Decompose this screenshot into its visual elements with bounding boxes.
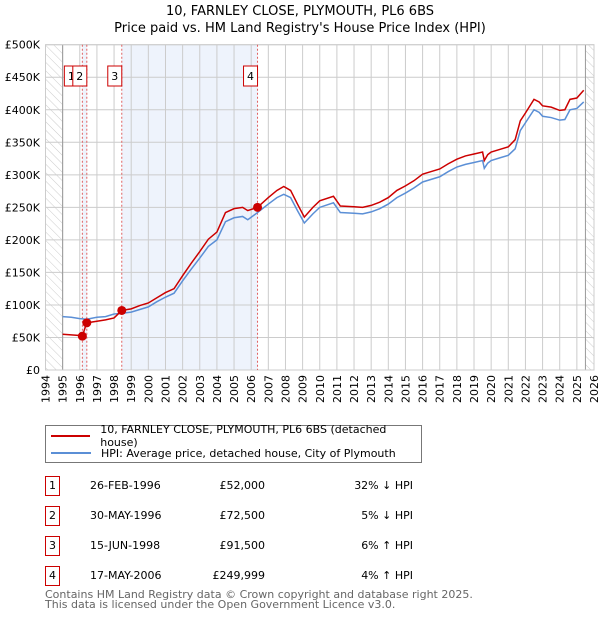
- x-tick-label: 2002: [177, 375, 190, 403]
- sale-price: £52,000: [219, 479, 266, 492]
- x-tick-label: 2012: [348, 375, 361, 403]
- x-tick-label: 1994: [40, 375, 53, 403]
- x-tick-label: 2009: [297, 375, 310, 403]
- sale-marker-label: 4: [45, 566, 60, 586]
- y-tick-label: £250K: [5, 201, 41, 214]
- property-price-line: [62, 89, 585, 338]
- chart-title: 10, FARNLEY CLOSE, PLYMOUTH, PL6 6BS: [165, 4, 435, 19]
- y-tick-label: £350K: [5, 136, 41, 149]
- x-tick-label: 2016: [417, 375, 430, 403]
- chart-subtitle: Price paid vs. HM Land Registry's House …: [114, 21, 486, 36]
- y-tick-label: £100K: [5, 299, 41, 312]
- sale-point: [82, 318, 92, 328]
- sale-marker-box: [243, 65, 259, 87]
- y-tick-label: £0: [26, 364, 40, 377]
- y-tick-label: £150K: [5, 266, 41, 279]
- legend-label-property: 10, FARNLEY CLOSE, PLYMOUTH, PL6 6BS (de…: [100, 423, 387, 449]
- sale-marker-box: [72, 65, 88, 87]
- x-tick-label: 2022: [519, 375, 532, 403]
- sale-price: £91,500: [219, 539, 266, 552]
- x-tick-label: 2020: [485, 375, 498, 403]
- x-tick-label: 1998: [108, 375, 121, 403]
- sale-point: [77, 331, 87, 341]
- footer-line1: Contains HM Land Registry data © Crown c…: [45, 588, 473, 601]
- sale-marker-label: 3: [111, 70, 118, 83]
- x-tick-label: 2025: [571, 375, 584, 403]
- sale-date: 26-FEB-1996: [90, 479, 161, 492]
- sale-marker-label: 2: [45, 506, 60, 526]
- sale-point: [117, 305, 127, 315]
- plot-border: [45, 44, 595, 371]
- x-tick-label: 1995: [57, 375, 70, 403]
- x-tick-label: 2026: [588, 375, 600, 403]
- x-tick-label: 2010: [314, 375, 327, 403]
- y-tick-label: £200K: [5, 234, 41, 247]
- x-tick-label: 2015: [399, 375, 412, 403]
- x-tick-label: 2017: [434, 375, 447, 403]
- sale-price: £249,999: [212, 569, 266, 582]
- x-tick-label: 2007: [262, 375, 275, 403]
- price-chart: 1994 1995 1996 1997 1998 1999 2000 2001 2002 2003…: [5, 39, 600, 403]
- sale-date: 15-JUN-1998: [90, 539, 161, 552]
- x-tick-label: 2014: [382, 375, 395, 403]
- x-tick-label: 2019: [468, 375, 481, 403]
- legend-label-hpi: HPI: Average price, detached house, City…: [101, 446, 396, 460]
- x-tick-label: 2021: [502, 375, 515, 403]
- x-tick-label: 2023: [537, 375, 550, 403]
- sale-marker-label: 1: [68, 70, 75, 83]
- sale-marker-box: [107, 65, 123, 87]
- sale-price: £72,500: [219, 509, 266, 522]
- y-tick-label: £400K: [5, 104, 41, 117]
- sale-hpi-diff: 5% ↓ HPI: [361, 509, 413, 522]
- footer-line2: This data is licensed under the Open Gov…: [45, 598, 396, 611]
- sale-date: 17-MAY-2006: [90, 569, 162, 582]
- sale-marker-label: 1: [45, 476, 60, 496]
- x-tick-label: 2011: [331, 375, 344, 403]
- sale-marker-label: 4: [247, 70, 254, 83]
- x-tick-label: 2001: [159, 375, 172, 403]
- sale-hpi-diff: 32% ↓ HPI: [354, 479, 413, 492]
- sale-hpi-diff: 4% ↑ HPI: [361, 569, 413, 582]
- legend: 10, FARNLEY CLOSE, PLYMOUTH, PL6 6BS (de…: [45, 423, 422, 463]
- legend-swatch-hpi: [51, 452, 91, 454]
- x-tick-label: 1996: [74, 375, 87, 403]
- x-tick-label: 2018: [451, 375, 464, 403]
- x-tick-label: 1997: [91, 375, 104, 403]
- sale-date: 30-MAY-1996: [90, 509, 162, 522]
- x-tick-label: 1999: [125, 375, 138, 403]
- x-tick-label: 2000: [142, 375, 155, 403]
- y-tick-label: £50K: [12, 331, 41, 344]
- footer: Contains HM Land Registry data © Crown c…: [45, 588, 473, 611]
- hpi-line: [62, 101, 585, 321]
- x-tick-label: 2006: [245, 375, 258, 403]
- sale-point: [253, 202, 263, 212]
- y-tick-label: £300K: [5, 169, 41, 182]
- x-tick-label: 2004: [211, 375, 224, 403]
- sale-hpi-diff: 6% ↑ HPI: [361, 539, 413, 552]
- y-tick-label: £450K: [5, 71, 41, 84]
- sale-marker-label: 2: [76, 70, 83, 83]
- y-tick-label: £500K: [5, 39, 41, 52]
- legend-swatch-property: [51, 435, 91, 437]
- x-tick-label: 2008: [279, 375, 292, 403]
- x-tick-label: 2003: [194, 375, 207, 403]
- x-tick-label: 2024: [554, 375, 567, 403]
- sale-marker-label: 3: [45, 536, 60, 556]
- x-tick-label: 2005: [228, 375, 241, 403]
- x-tick-label: 2013: [365, 375, 378, 403]
